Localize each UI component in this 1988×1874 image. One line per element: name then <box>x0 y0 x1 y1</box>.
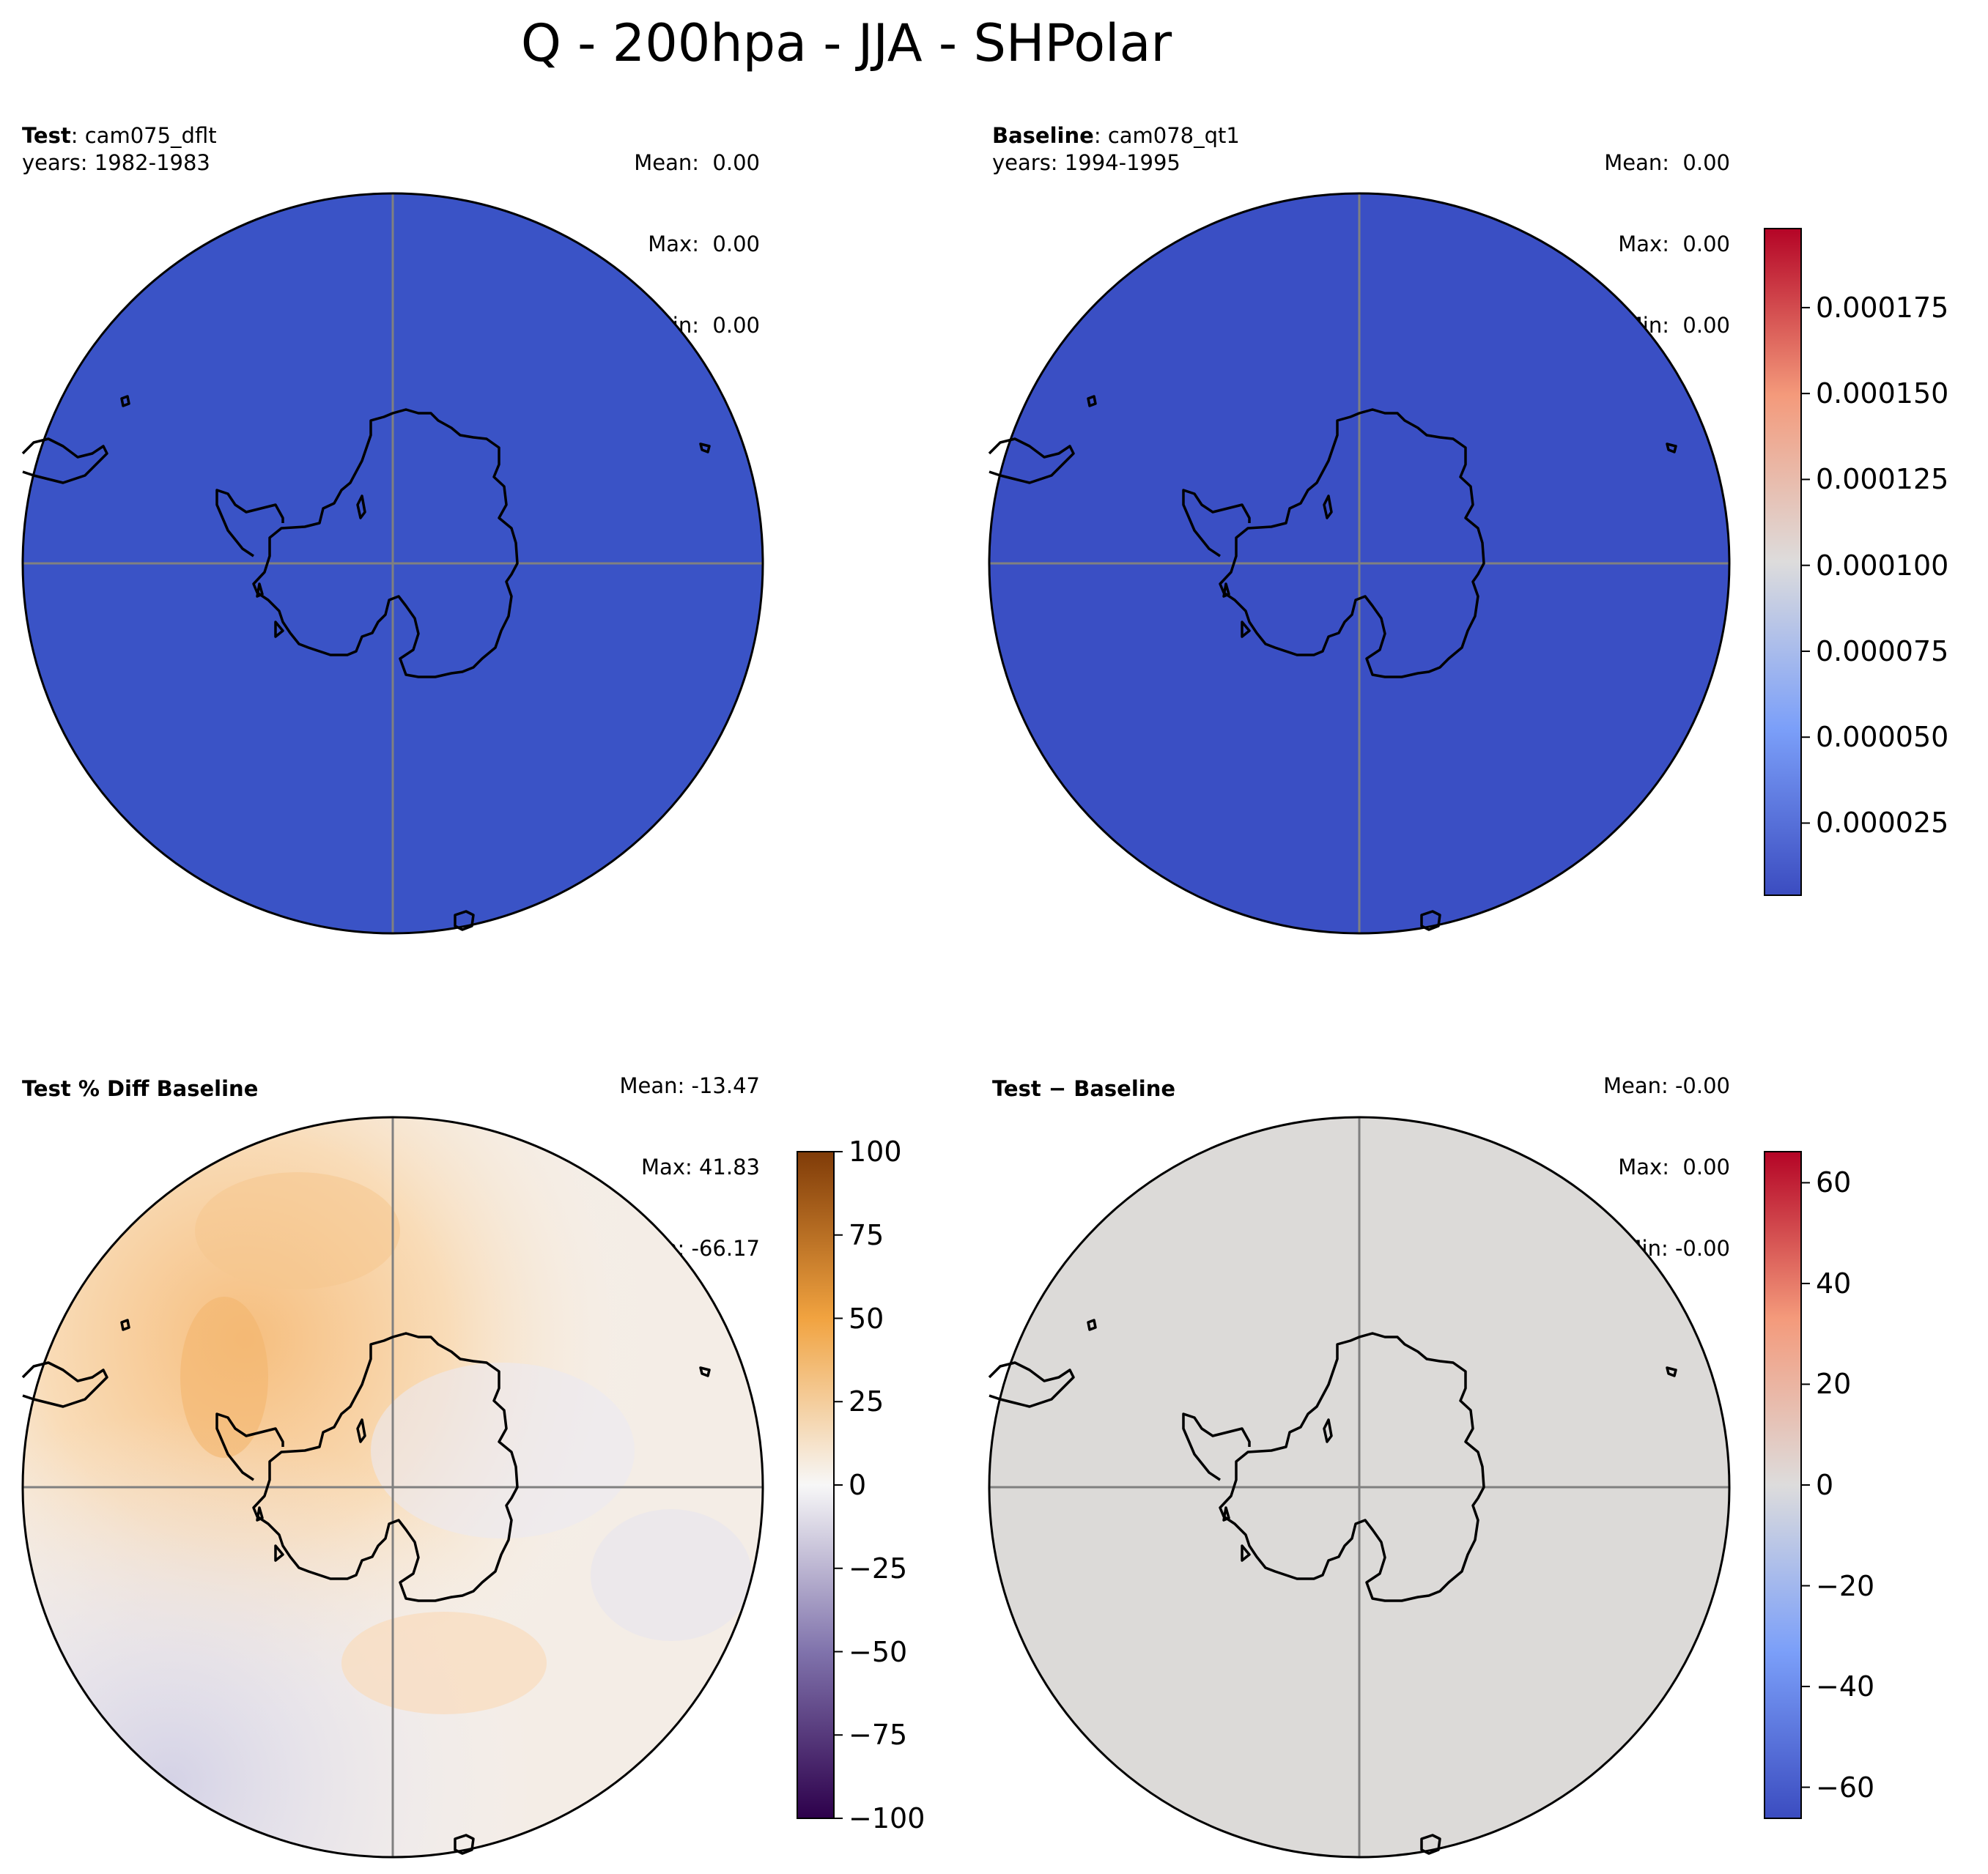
colorbar-tick-label: 0.000125 <box>1816 463 1949 496</box>
colorbar-top <box>1764 228 1810 896</box>
colorbar-top-ticks <box>1801 306 1810 824</box>
diff-polar-map <box>988 1116 1731 1859</box>
colorbar-tick-label: 0 <box>849 1469 867 1501</box>
baseline-years: years: 1994-1995 <box>992 150 1180 175</box>
baseline-label-sep: : <box>1093 123 1108 148</box>
colorbar-pctdiff-ticks <box>834 1151 843 1819</box>
colorbar-tick-label: 0.000150 <box>1816 377 1949 410</box>
colorbar-tick-label: 40 <box>1816 1267 1852 1300</box>
pctdiff-panel-label: Test % Diff Baseline <box>22 1075 258 1103</box>
colorbar-tick-label: −50 <box>849 1635 908 1668</box>
colorbar-tick-label: −20 <box>1816 1569 1875 1602</box>
baseline-min: Min: 0.00 <box>1624 313 1730 338</box>
test-case-name: cam075_dflt <box>84 123 217 148</box>
baseline-max: Max: 0.00 <box>1618 232 1730 256</box>
test-panel-label: Test: cam075_dflt years: 1982-1983 <box>22 122 217 177</box>
diff-stats: Mean: -0.00 Max: 0.00 Min: -0.00 <box>1603 1018 1730 1289</box>
colorbar-tick-label: 25 <box>849 1385 884 1418</box>
colorbar-tick-label: 0.000175 <box>1816 291 1949 324</box>
test-mean: Mean: 0.00 <box>634 150 760 175</box>
pctdiff-max: Max: 41.83 <box>641 1155 760 1179</box>
colorbar-tick-label: 100 <box>849 1136 902 1168</box>
colorbar-tick-label: 0.000100 <box>1816 549 1949 582</box>
colorbar-diff <box>1764 1151 1810 1819</box>
colorbar-tick-label: −40 <box>1816 1670 1875 1703</box>
baseline-panel-label: Baseline: cam078_qt1 years: 1994-1995 <box>992 122 1240 177</box>
baseline-mean: Mean: 0.00 <box>1604 150 1730 175</box>
pctdiff-polar-map <box>21 1116 764 1859</box>
test-polar-map <box>21 192 764 935</box>
colorbar-tick-label: 50 <box>849 1302 884 1335</box>
colorbar-tick-label: 0 <box>1816 1469 1834 1501</box>
colorbar-pctdiff <box>797 1151 843 1819</box>
colorbar-tick-label: −100 <box>849 1802 925 1834</box>
diff-mean: Mean: -0.00 <box>1603 1073 1730 1098</box>
colorbar-tick-label: 0.000050 <box>1816 721 1949 754</box>
baseline-label-bold: Baseline <box>992 123 1094 148</box>
figure-title: Q - 200hpa - JJA - SHPolar <box>520 13 1172 73</box>
test-label-bold: Test <box>22 123 71 148</box>
test-max: Max: 0.00 <box>648 232 760 256</box>
diff-max: Max: 0.00 <box>1618 1155 1730 1179</box>
colorbar-tick-label: 0.000075 <box>1816 634 1949 667</box>
diff-label: Test − Baseline <box>992 1076 1176 1101</box>
colorbar-tick-label: 0.000025 <box>1816 807 1949 840</box>
pctdiff-mean: Mean: -13.47 <box>619 1073 761 1098</box>
diff-panel-label: Test − Baseline <box>992 1075 1175 1103</box>
colorbar-tick-label: 60 <box>1816 1166 1852 1199</box>
pctdiff-label: Test % Diff Baseline <box>22 1076 259 1101</box>
colorbar-tick-label: −60 <box>1816 1771 1875 1804</box>
colorbar-tick-label: −25 <box>849 1552 908 1585</box>
test-years: years: 1982-1983 <box>22 150 210 175</box>
colorbar-tick-label: 75 <box>849 1218 884 1251</box>
colorbar-tick-label: 20 <box>1816 1368 1852 1401</box>
test-label-sep: : <box>70 123 85 148</box>
colorbar-diff-ticks <box>1801 1182 1810 1788</box>
baseline-polar-map <box>988 192 1731 935</box>
colorbar-tick-label: −75 <box>849 1719 908 1752</box>
baseline-stats: Mean: 0.00 Max: 0.00 Min: 0.00 <box>1604 95 1730 366</box>
baseline-case-name: cam078_qt1 <box>1107 123 1240 148</box>
